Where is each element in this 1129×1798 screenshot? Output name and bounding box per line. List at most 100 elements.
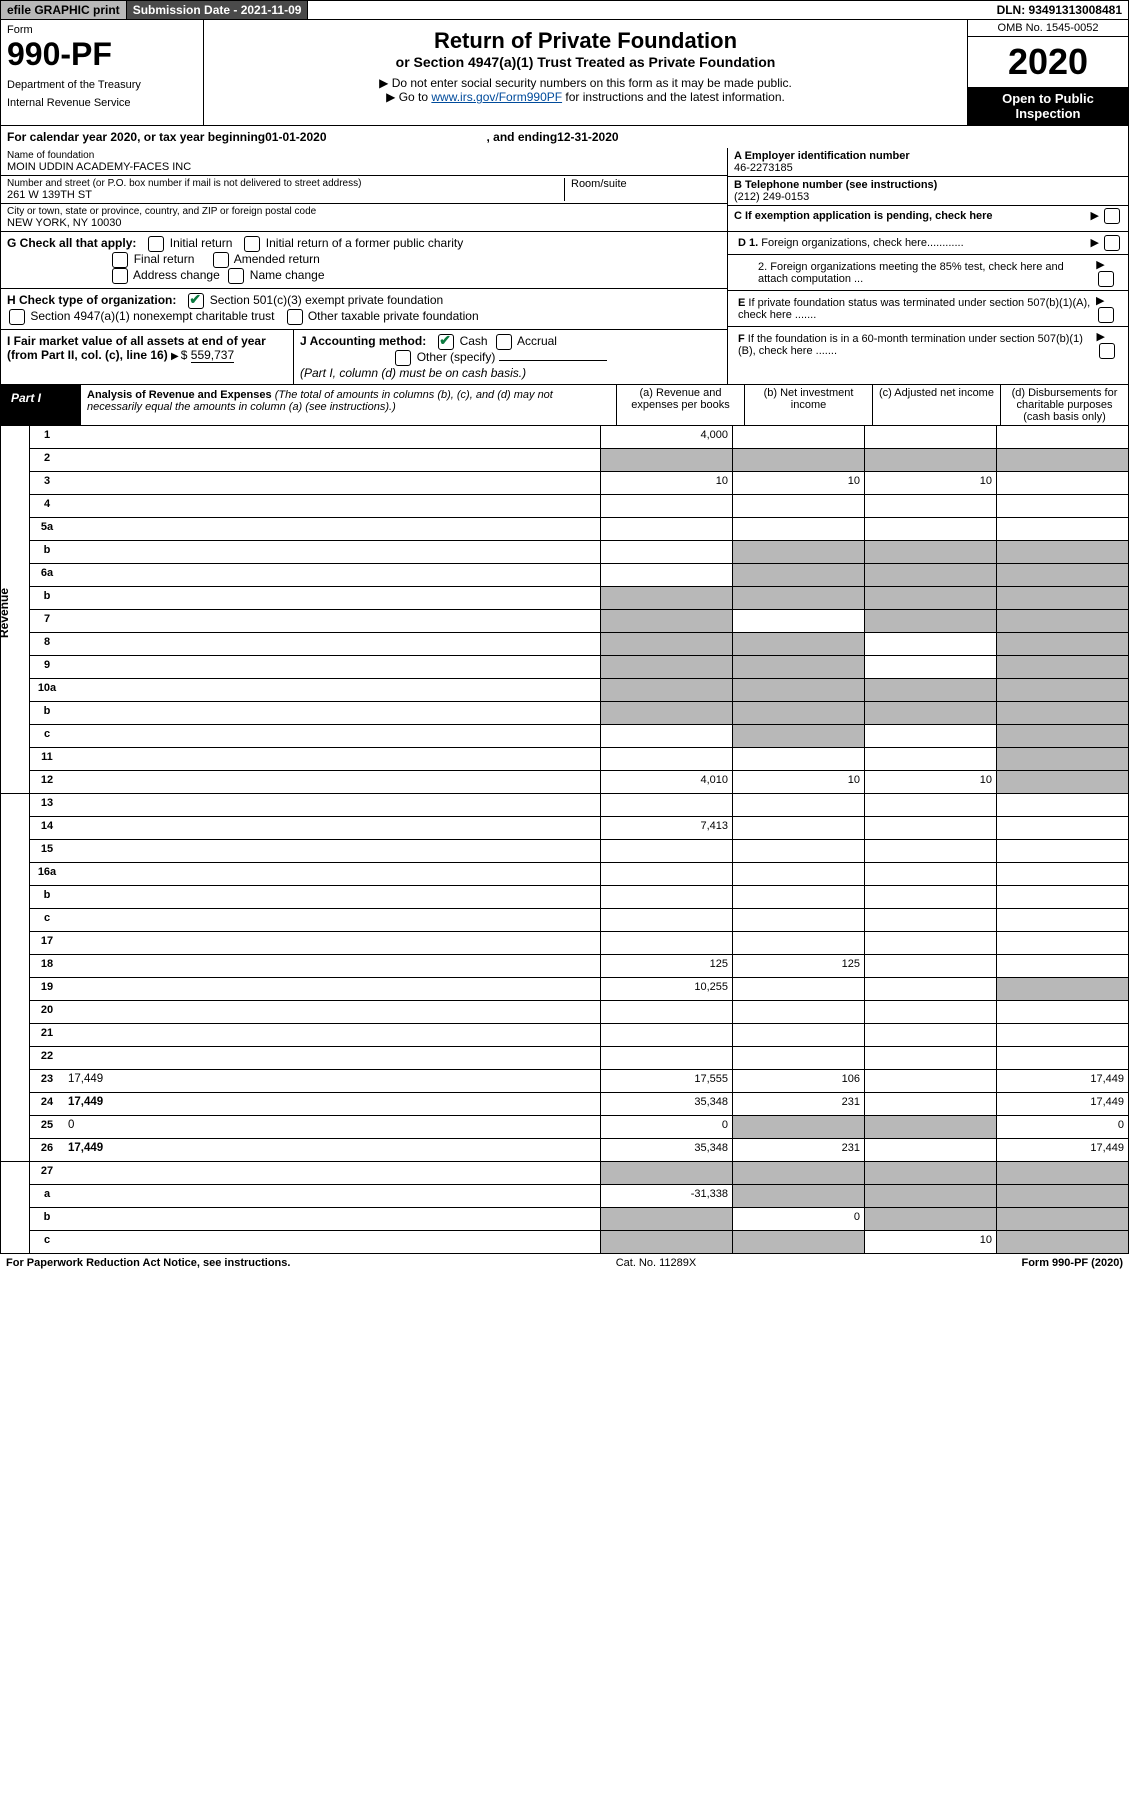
row-desc — [64, 610, 600, 632]
g-initial[interactable] — [148, 236, 164, 252]
d1-checkbox[interactable] — [1104, 235, 1120, 251]
form-number: 990-PF — [7, 36, 197, 73]
col-d-head: (d) Disbursements for charitable purpose… — [1000, 385, 1128, 425]
row-desc: 17,449 — [64, 1093, 600, 1115]
data-cell-a: 10,255 — [600, 978, 732, 1000]
h-label: H Check type of organization: — [7, 293, 176, 307]
table-row: b — [30, 702, 1128, 725]
data-cell-a: -31,338 — [600, 1185, 732, 1207]
f-label: If the foundation is in a 60-month termi… — [738, 333, 1083, 357]
d2-box: 2. Foreign organizations meeting the 85%… — [728, 255, 1128, 291]
data-cell-b: 125 — [732, 955, 864, 977]
footer-mid: Cat. No. 11289X — [616, 1257, 697, 1269]
row-num: 12 — [30, 771, 64, 793]
irs: Internal Revenue Service — [7, 97, 197, 109]
data-cell-b: 231 — [732, 1139, 864, 1161]
instr2-post: for instructions and the latest informat… — [562, 90, 785, 104]
row-desc — [64, 932, 600, 954]
j-accrual[interactable] — [496, 334, 512, 350]
dept: Department of the Treasury — [7, 79, 197, 91]
data-cell-a — [600, 840, 732, 862]
data-cell-c — [864, 725, 996, 747]
j-other[interactable] — [395, 350, 411, 366]
table-row: 16a — [30, 863, 1128, 886]
city-value: NEW YORK, NY 10030 — [7, 217, 721, 229]
row-desc — [64, 1024, 600, 1046]
revenue-side-text: Revenue — [0, 588, 11, 638]
data-cell-a: 125 — [600, 955, 732, 977]
table-row: 25000 — [30, 1116, 1128, 1139]
dln-label: DLN: 93491313008481 — [991, 1, 1128, 19]
row-num: b — [30, 541, 64, 563]
instr-1: ▶ Do not enter social security numbers o… — [212, 76, 959, 90]
h-other[interactable] — [287, 309, 303, 325]
row-num: 5a — [30, 518, 64, 540]
data-cell-d — [996, 1001, 1128, 1023]
data-cell-a — [600, 679, 732, 701]
data-cell-a — [600, 587, 732, 609]
row-desc — [64, 1231, 600, 1253]
data-cell-d — [996, 1231, 1128, 1253]
g-initial-former[interactable] — [244, 236, 260, 252]
col-c-head: (c) Adjusted net income — [872, 385, 1000, 425]
instr-2: ▶ Go to www.irs.gov/Form990PF for instru… — [212, 90, 959, 104]
h-section: H Check type of organization: Section 50… — [1, 289, 727, 330]
data-cell-d — [996, 748, 1128, 770]
table-row: c — [30, 909, 1128, 932]
data-cell-c — [864, 1139, 996, 1161]
table-row: 13 — [30, 794, 1128, 817]
expenses-table: Operating and Administrative Expenses 13… — [0, 794, 1129, 1162]
data-cell-b — [732, 495, 864, 517]
data-cell-a — [600, 909, 732, 931]
row-desc — [64, 426, 600, 448]
header-right: OMB No. 1545-0052 2020 Open to Public In… — [967, 20, 1128, 125]
g-address[interactable] — [112, 268, 128, 284]
e-box: E If private foundation status was termi… — [728, 291, 1128, 327]
data-cell-a — [600, 564, 732, 586]
data-cell-d — [996, 771, 1128, 793]
g-section: G Check all that apply: Initial return I… — [1, 232, 727, 289]
g-amended[interactable] — [213, 252, 229, 268]
part1-label: Part I — [1, 385, 81, 425]
form-link[interactable]: www.irs.gov/Form990PF — [431, 90, 562, 104]
table-row: 11 — [30, 748, 1128, 771]
c-checkbox[interactable] — [1104, 208, 1120, 224]
row-desc — [64, 955, 600, 977]
data-cell-c — [864, 1116, 996, 1138]
row-num: b — [30, 1208, 64, 1230]
data-cell-c — [864, 886, 996, 908]
data-cell-b: 10 — [732, 771, 864, 793]
row-desc — [64, 1208, 600, 1230]
open-public: Open to Public Inspection — [968, 87, 1128, 125]
data-cell-a — [600, 1208, 732, 1230]
row-desc — [64, 541, 600, 563]
e-checkbox[interactable] — [1098, 307, 1114, 323]
table-row: 3101010 — [30, 472, 1128, 495]
data-cell-d — [996, 495, 1128, 517]
data-cell-b — [732, 794, 864, 816]
j-other-label: Other (specify) — [417, 350, 496, 364]
street-label: Number and street (or P.O. box number if… — [7, 178, 564, 189]
j-cash[interactable] — [438, 334, 454, 350]
g-name[interactable] — [228, 268, 244, 284]
tel-value: (212) 249-0153 — [734, 191, 1122, 203]
data-cell-d — [996, 1208, 1128, 1230]
f-checkbox[interactable] — [1099, 343, 1115, 359]
c-label: C If exemption application is pending, c… — [734, 210, 993, 222]
h-opt1: Section 501(c)(3) exempt private foundat… — [210, 293, 443, 307]
d2-checkbox[interactable] — [1098, 271, 1114, 287]
h-4947[interactable] — [9, 309, 25, 325]
row-num: 8 — [30, 633, 64, 655]
data-cell-b — [732, 587, 864, 609]
g-final[interactable] — [112, 252, 128, 268]
row-num: 25 — [30, 1116, 64, 1138]
data-cell-a — [600, 748, 732, 770]
data-cell-b — [732, 1185, 864, 1207]
data-cell-c — [864, 702, 996, 724]
table-row: 6a — [30, 564, 1128, 587]
data-cell-c — [864, 1024, 996, 1046]
h-501c3[interactable] — [188, 293, 204, 309]
data-cell-c — [864, 1001, 996, 1023]
data-cell-c — [864, 1208, 996, 1230]
data-cell-b — [732, 426, 864, 448]
